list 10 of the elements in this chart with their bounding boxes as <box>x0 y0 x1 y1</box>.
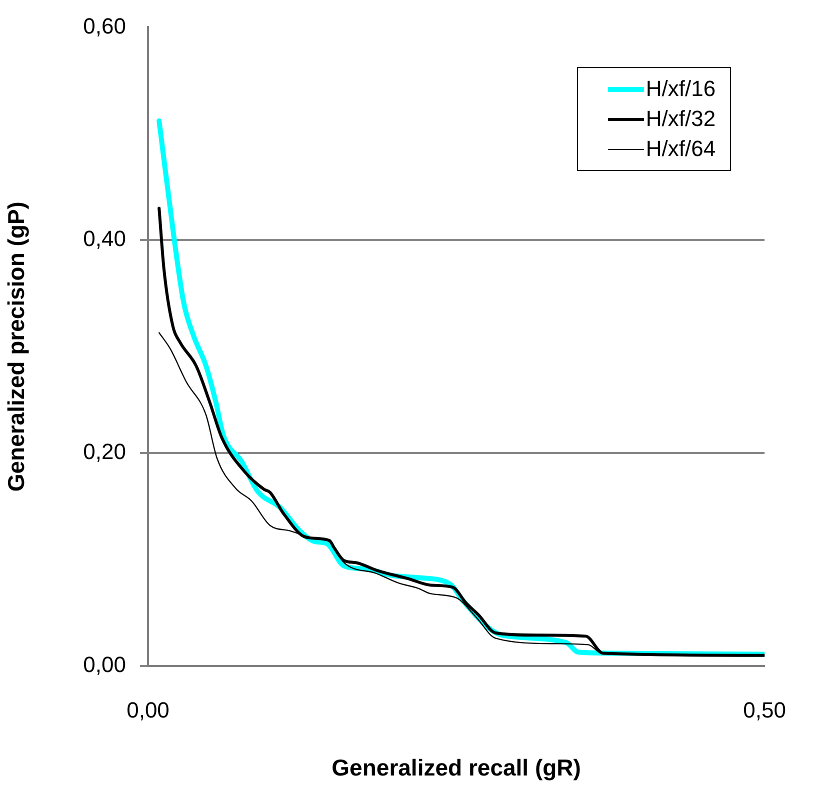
y-tick-label: 0,40 <box>83 226 126 252</box>
x-tick-label: 0,50 <box>743 697 786 722</box>
legend-label: H/xf/32 <box>646 105 716 134</box>
y-axis-title: Generalized precision (gP) <box>3 202 30 492</box>
y-tick-label: 0,20 <box>83 439 126 464</box>
legend-label: H/xf/16 <box>646 75 716 104</box>
legend-label: H/xf/64 <box>646 135 716 164</box>
x-axis-title: Generalized recall (gR) <box>332 754 581 781</box>
y-tick-label: 0,00 <box>83 652 126 678</box>
y-tick-label: 0,60 <box>83 13 126 38</box>
